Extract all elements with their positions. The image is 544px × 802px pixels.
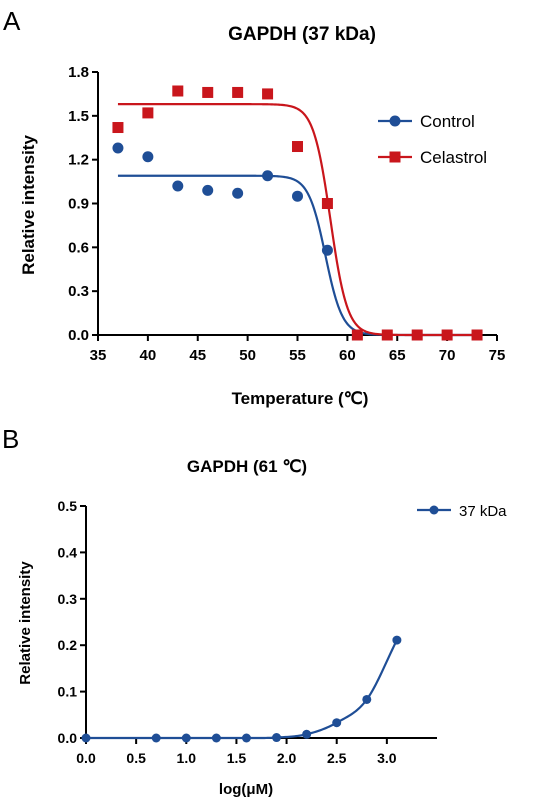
chart-b-37-kda-point — [302, 729, 312, 739]
chart-a-celastrol-point — [441, 329, 453, 341]
chart-a-x-tick-label: 40 — [140, 347, 157, 364]
chart-a-y-tick-label: 1.2 — [68, 152, 89, 169]
chart-a-control-point — [321, 244, 333, 256]
chart-a-x-tick-label: 65 — [389, 347, 406, 364]
chart-a-x-tick-label: 60 — [339, 347, 356, 364]
chart-a-celastrol-point — [262, 88, 274, 100]
chart-b-37-kda-curve — [86, 639, 398, 740]
chart-a-celastrol-point — [411, 329, 423, 341]
chart-a: 0.0 0.3 0.6 0.9 1.2 1.5 1.8 35 40 45 50 55 60 65 70 75 C… — [68, 64, 505, 364]
chart-a-celastrol-point — [112, 122, 124, 134]
chart-b-x-tick-label: 1.5 — [227, 750, 247, 766]
chart-a-y-tick-label: 0.0 — [68, 327, 89, 344]
chart-a-y-tick-label: 1.5 — [68, 108, 89, 125]
chart-a-x-tick-label: 45 — [189, 347, 206, 364]
chart-b-37-kda-point — [392, 635, 402, 645]
chart-b-y-tick-label: 0.2 — [58, 637, 78, 653]
chart-a-x-tick-label: 75 — [489, 347, 506, 364]
chart-a-celastrol-point — [202, 86, 214, 98]
chart-a-celastrol-curve — [117, 103, 478, 337]
chart-a-control-point — [172, 180, 184, 192]
chart-a-legend-celastrol-marker — [389, 151, 401, 163]
chart-b-y-tick-label: 0.0 — [58, 730, 78, 746]
chart-a-celastrol-point — [351, 329, 363, 341]
chart-a-title: GAPDH (37 kDa) — [228, 24, 376, 45]
chart-b-37-kda-point — [272, 733, 282, 743]
chart-b-x-tick-label: 1.0 — [177, 750, 197, 766]
panel-b-label: B — [2, 424, 19, 454]
chart-a-x-tick-label: 55 — [289, 347, 306, 364]
chart-b-y-tick-label: 0.1 — [58, 684, 78, 700]
chart-a-celastrol-point — [381, 329, 393, 341]
chart-b-x-tick-label: 2.0 — [277, 750, 297, 766]
chart-a-y-tick-label: 1.8 — [68, 64, 89, 81]
chart-a-celastrol-point — [471, 329, 483, 341]
chart-b-37-kda-point — [81, 733, 91, 743]
chart-b-x-tick-label: 3.0 — [377, 750, 397, 766]
chart-a-celastrol-point — [142, 107, 154, 119]
chart-a-xlabel: Temperature (℃) — [232, 389, 369, 408]
chart-a-legend-control-marker — [389, 115, 401, 127]
chart-b-legend-37-kda-label: 37 kDa — [459, 503, 507, 520]
chart-a-y-tick-label: 0.6 — [68, 239, 89, 256]
chart-a-celastrol-point — [232, 86, 244, 98]
chart-b-legend-37-kda-marker — [429, 505, 439, 515]
chart-b-37-kda-point — [241, 733, 251, 743]
chart-a-control-point — [202, 184, 214, 196]
chart-a-celastrol-point — [321, 198, 333, 209]
panel-a-label: A — [3, 6, 21, 36]
chart-a-control-point — [112, 142, 124, 154]
chart-b-x-tick-label: 0.0 — [76, 750, 96, 766]
chart-a-control-point — [262, 170, 274, 182]
chart-a-control-point — [142, 151, 154, 163]
chart-a-control-point — [292, 190, 303, 202]
chart-b-37-kda-point — [211, 733, 221, 743]
chart-a-ylabel: Relative intensity — [19, 135, 38, 275]
chart-b-x-tick-label: 0.5 — [126, 750, 146, 766]
chart-a-legend-celastrol-label: Celastrol — [420, 148, 487, 167]
chart-a-y-tick-label: 0.9 — [68, 196, 89, 213]
chart-a-control-point — [232, 187, 244, 199]
chart-a-x-tick-label: 35 — [90, 347, 107, 364]
chart-a-legend-control-label: Control — [420, 112, 475, 131]
chart-b-xlabel: log(μM) — [219, 781, 273, 798]
chart-b-title: GAPDH (61 ℃) — [187, 457, 307, 476]
chart-b-y-tick-label: 0.5 — [58, 498, 78, 514]
chart-b-x-tick-label: 2.5 — [327, 750, 347, 766]
chart-b: 0.0 0.1 0.2 0.3 0.4 0.5 0.0 0.5 1.0 1.5 2.0 2.5 3.0 3… — [58, 498, 508, 766]
chart-a-y-tick-label: 0.3 — [68, 283, 89, 300]
chart-a-celastrol-point — [172, 85, 184, 97]
chart-a-celastrol-point — [292, 141, 303, 153]
chart-a-x-tick-label: 70 — [439, 347, 456, 364]
chart-b-37-kda-point — [362, 694, 372, 704]
chart-b-y-tick-label: 0.3 — [58, 591, 78, 607]
chart-b-y-tick-label: 0.4 — [58, 544, 78, 560]
chart-b-ylabel: Relative intensity — [17, 561, 34, 685]
chart-b-37-kda-point — [151, 733, 161, 743]
chart-b-37-kda-point — [332, 718, 342, 728]
chart-b-37-kda-point — [181, 733, 191, 743]
chart-a-x-tick-label: 50 — [239, 347, 256, 364]
